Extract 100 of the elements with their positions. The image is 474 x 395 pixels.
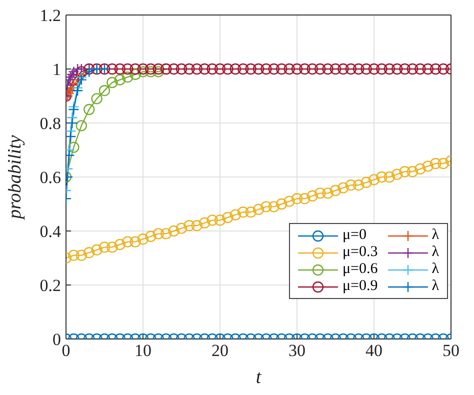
point — [191, 63, 202, 75]
point — [238, 63, 249, 75]
point — [422, 160, 434, 172]
point — [152, 228, 164, 240]
point — [84, 104, 95, 116]
point — [145, 66, 156, 78]
point — [91, 244, 102, 256]
point — [260, 63, 272, 75]
y-tick-label: 0.4 — [40, 222, 62, 242]
point — [145, 230, 156, 242]
legend-label: μ=0 — [342, 227, 366, 244]
point — [114, 63, 126, 75]
point — [114, 238, 126, 250]
point — [176, 63, 188, 75]
point — [68, 142, 80, 153]
point — [130, 236, 141, 248]
point — [353, 180, 364, 191]
point — [68, 104, 80, 116]
point — [222, 63, 234, 75]
point — [137, 63, 149, 75]
point — [284, 196, 295, 207]
point — [299, 63, 310, 75]
point — [222, 212, 234, 224]
point — [230, 63, 241, 75]
legend-label: λ — [432, 261, 439, 278]
point — [376, 171, 388, 183]
point — [360, 176, 372, 188]
y-tick-label: 0.2 — [40, 276, 61, 296]
point — [76, 120, 87, 132]
point — [98, 85, 110, 96]
point — [406, 166, 418, 178]
point — [338, 182, 349, 194]
point — [66, 117, 78, 129]
point — [260, 201, 272, 212]
point — [306, 190, 318, 202]
point — [214, 63, 226, 75]
point — [392, 168, 403, 180]
point — [252, 204, 264, 215]
point — [406, 63, 418, 75]
point — [345, 180, 356, 191]
point — [191, 220, 202, 232]
point — [130, 63, 141, 75]
point — [399, 63, 410, 75]
point — [376, 63, 388, 75]
point — [106, 76, 118, 88]
point — [91, 93, 102, 104]
point — [338, 63, 349, 75]
point — [130, 68, 141, 80]
x-tick-label: 10 — [134, 341, 152, 360]
point — [122, 63, 134, 75]
point — [76, 74, 87, 86]
point — [430, 158, 442, 170]
point — [184, 220, 195, 232]
point — [206, 63, 218, 75]
point — [368, 174, 380, 186]
point — [345, 63, 356, 75]
point — [438, 63, 449, 75]
point — [299, 193, 310, 204]
legend-label: μ=0.6 — [342, 261, 378, 278]
point — [322, 188, 334, 199]
point — [238, 206, 249, 218]
point — [414, 63, 426, 75]
y-tick-label: 1.2 — [40, 6, 61, 26]
point — [160, 228, 172, 240]
point — [168, 63, 180, 75]
point — [66, 72, 76, 83]
point — [322, 63, 334, 75]
point — [384, 63, 395, 75]
point — [184, 63, 195, 75]
point — [268, 63, 280, 75]
point — [76, 66, 87, 78]
legend-label: μ=0.3 — [342, 244, 378, 261]
point — [66, 130, 76, 142]
point — [245, 206, 256, 218]
point — [284, 63, 295, 75]
point — [152, 66, 164, 78]
point — [206, 214, 218, 226]
point — [414, 163, 426, 174]
point — [353, 63, 364, 75]
y-tick-label: 1 — [52, 60, 61, 80]
point — [106, 63, 118, 75]
point — [252, 63, 264, 75]
point — [360, 63, 372, 75]
legend-label: λ — [432, 227, 439, 244]
point — [76, 63, 87, 75]
point — [72, 85, 84, 96]
point — [306, 63, 318, 75]
point — [68, 66, 80, 78]
point — [392, 63, 403, 75]
point — [330, 184, 342, 196]
point — [438, 158, 449, 170]
point — [276, 198, 288, 210]
point — [314, 188, 326, 199]
point — [368, 63, 380, 75]
point — [176, 222, 188, 234]
point — [168, 225, 180, 237]
point — [66, 68, 78, 80]
point — [152, 63, 164, 75]
point — [291, 63, 303, 75]
point — [330, 63, 342, 75]
